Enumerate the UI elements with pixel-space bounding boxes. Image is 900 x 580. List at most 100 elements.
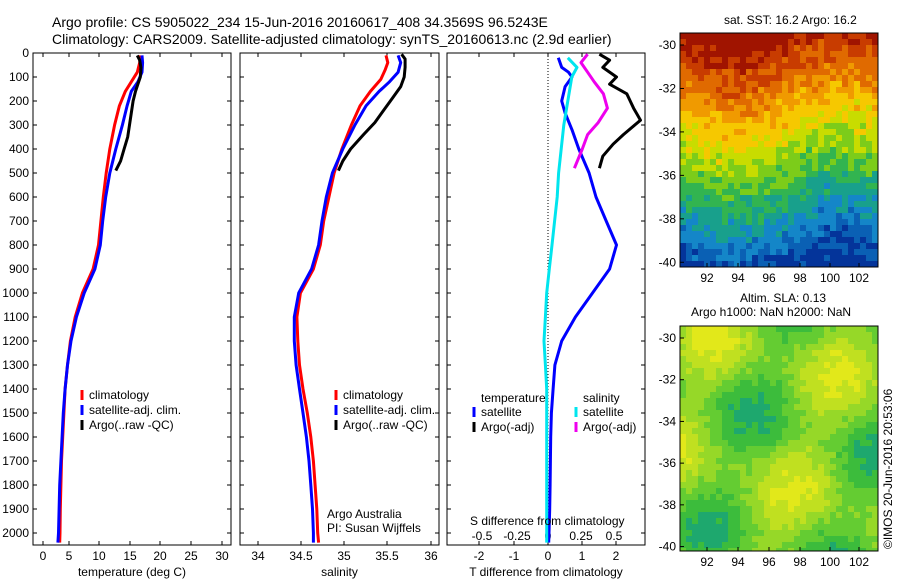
map-cell [824,81,830,87]
map-cell [812,404,818,410]
map-cell [854,51,860,57]
map-cell [848,147,854,153]
map-cell [806,87,812,93]
map-cell [716,380,722,386]
map-cell [686,482,692,488]
map-cell [758,99,764,105]
map-cell [698,362,704,368]
map-cell [764,189,770,195]
sst-map: 92 94 96 98 100 102-30-32-34-36-38-40 [659,32,879,285]
map-cell [728,111,734,117]
map-cell [746,159,752,165]
map-cell [866,177,872,183]
map-cell [800,165,806,171]
map-cell [866,500,872,506]
map-y-tick-label: -38 [659,212,677,226]
map-cell [686,183,692,189]
map-cell [770,446,776,452]
map-cell [740,51,746,57]
map-cell [704,434,710,440]
map-cell [806,171,812,177]
map-cell [686,123,692,129]
map-cell [830,512,836,518]
map-cell [866,392,872,398]
map-cell [698,422,704,428]
map-cell [812,159,818,165]
map-cell [698,207,704,213]
map-cell [806,362,812,368]
map-cell [728,434,734,440]
map-cell [782,410,788,416]
map-cell [704,488,710,494]
map-cell [836,512,842,518]
map-cell [854,356,860,362]
map-cell [770,45,776,51]
map-cell [848,231,854,237]
map-cell [794,422,800,428]
map-cell [872,51,878,57]
map-cell [848,45,854,51]
map-cell [758,195,764,201]
map-cell [776,231,782,237]
map-cell [704,524,710,530]
map-cell [836,111,842,117]
map-cell [698,464,704,470]
map-cell [836,243,842,249]
map-cell [824,392,830,398]
map-cell [800,117,806,123]
map-cell [776,177,782,183]
map-cell [698,213,704,219]
map-cell [680,452,686,458]
map-cell [692,344,698,350]
map-cell [686,51,692,57]
map-cell [782,183,788,189]
map-cell [752,87,758,93]
map-cell [830,153,836,159]
map-cell [764,350,770,356]
map-cell [704,536,710,542]
map-cell [734,458,740,464]
map-cell [812,111,818,117]
map-cell [728,350,734,356]
map-cell [794,404,800,410]
map-cell [734,51,740,57]
map-cell [794,51,800,57]
map-cell [686,195,692,201]
map-cell [758,350,764,356]
map-cell [836,404,842,410]
map-cell [758,368,764,374]
map-cell [764,506,770,512]
imos-timestamp: ©IMOS 20-Jun-2016 20:53:06 [881,388,895,549]
map-cell [824,512,830,518]
map-cell [860,488,866,494]
map-cell [698,195,704,201]
map-cell [818,33,824,39]
map-cell [746,87,752,93]
map-cell [812,374,818,380]
map-cell [692,189,698,195]
map-cell [740,542,746,548]
map-cell [704,141,710,147]
map-cell [800,536,806,542]
map-cell [860,153,866,159]
map-cell [842,171,848,177]
map-cell [764,488,770,494]
map-cell [776,470,782,476]
map-x-tick-label: 98 [793,555,807,569]
map-cell [710,452,716,458]
map-cell [770,542,776,548]
map-cell [746,189,752,195]
map-cell [734,524,740,530]
map-cell [764,410,770,416]
map-cell [776,350,782,356]
map-cell [770,33,776,39]
map-cell [716,249,722,255]
map-cell [854,482,860,488]
map-cell [842,45,848,51]
map-cell [740,87,746,93]
map-cell [740,428,746,434]
map-cell [716,45,722,51]
map-cell [770,153,776,159]
map-cell [782,332,788,338]
